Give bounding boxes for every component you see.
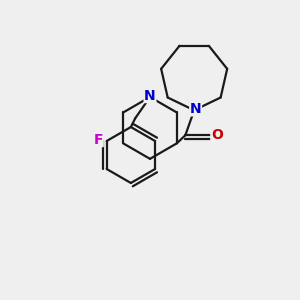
Text: F: F [94, 133, 103, 146]
Text: N: N [190, 102, 202, 116]
Text: N: N [144, 88, 156, 103]
Text: O: O [211, 128, 223, 142]
